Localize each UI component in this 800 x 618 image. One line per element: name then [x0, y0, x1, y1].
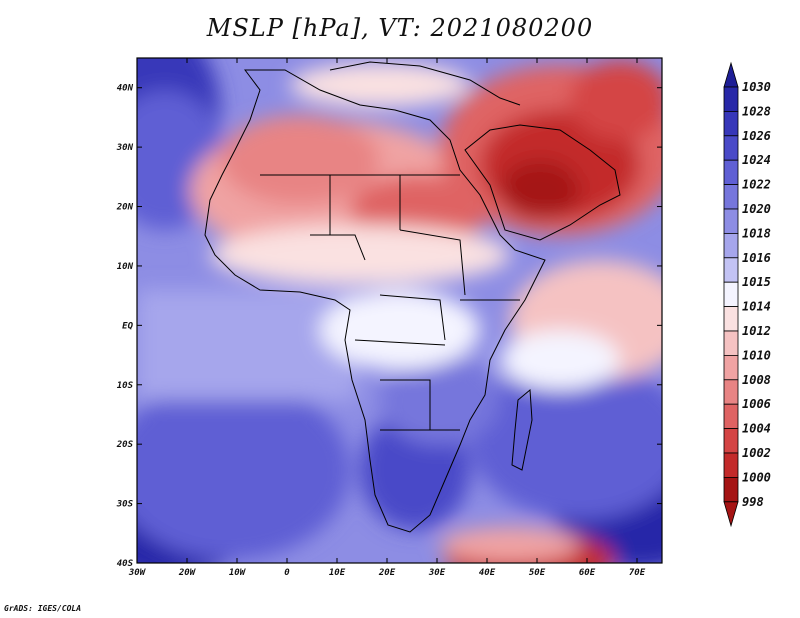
colorbar-label: 1008	[742, 373, 771, 387]
colorbar-swatch	[723, 354, 739, 381]
y-tick-label: EQ	[122, 321, 133, 331]
x-tick-label: 0	[284, 568, 290, 578]
x-tick-label: 30W	[128, 568, 147, 578]
colorbar-swatch	[723, 281, 739, 308]
x-tick-label: 10E	[329, 568, 346, 578]
colorbar-bottom-arrow	[723, 501, 739, 528]
colorbar-swatch	[723, 452, 739, 478]
y-tick-label: 40S	[117, 559, 134, 569]
colorbar-swatch	[723, 159, 739, 185]
colorbar-swatch	[723, 257, 739, 283]
y-tick-label: 10N	[117, 262, 134, 272]
colorbar-label: 1020	[742, 202, 771, 216]
y-tick-label: 40N	[117, 84, 134, 94]
x-tick-label: 10W	[229, 568, 247, 578]
x-tick-label: 20E	[378, 568, 396, 578]
x-tick-label: 50E	[529, 568, 546, 578]
colorbar-label: 1026	[742, 129, 771, 143]
colorbar-label: 1016	[742, 251, 771, 265]
colorbar-label: 1022	[742, 178, 771, 192]
colorbar-swatch	[723, 476, 739, 503]
colorbar-label: 1024	[742, 153, 771, 167]
plot-frame	[136, 57, 663, 564]
y-axis: 40N 30N 20N 10N EQ 10S 20S 30S 40S	[116, 84, 662, 569]
colorbar-swatch	[723, 135, 739, 161]
colorbar: 1030 1028 1026 1024 1022 1020 1018 1016 1015 1014…	[723, 61, 771, 528]
colorbar-label: 1002	[742, 446, 771, 460]
colorbar-label: 1000	[742, 470, 771, 484]
colorbar-swatch	[723, 208, 739, 234]
colorbar-label: 1028	[742, 104, 771, 118]
y-tick-label: 30N	[116, 143, 134, 153]
credit-label: GrADS: IGES/COLA	[4, 604, 82, 613]
colorbar-label: 1004	[742, 422, 771, 436]
colorbar-swatch	[723, 86, 739, 112]
colorbar-label: 1006	[742, 397, 771, 411]
colorbar-label: 1010	[742, 348, 771, 362]
colorbar-label: 1030	[742, 80, 771, 94]
colorbar-top-arrow	[723, 61, 739, 88]
colorbar-label: 998	[742, 495, 764, 509]
colorbar-label: 1012	[742, 324, 771, 338]
colorbar-swatch	[723, 306, 739, 332]
y-tick-label: 20S	[116, 440, 134, 450]
x-tick-label: 20W	[178, 568, 197, 578]
colorbar-swatch	[723, 184, 739, 210]
coastlines	[204, 61, 621, 533]
colorbar-label: 1014	[742, 300, 771, 314]
y-tick-label: 10S	[117, 381, 134, 391]
colorbar-label: 1018	[742, 226, 771, 240]
colorbar-label: 1015	[742, 275, 771, 289]
x-axis: 30W 20W 10W 0 10E 20E 30E 40E 50E 60E 70E	[128, 58, 646, 578]
y-tick-label: 30S	[116, 500, 134, 510]
colorbar-swatch	[723, 379, 739, 405]
colorbar-swatch	[723, 111, 739, 137]
colorbar-swatch	[723, 428, 739, 454]
x-tick-label: 30E	[428, 568, 446, 578]
y-tick-label: 20N	[116, 203, 134, 213]
colorbar-swatch	[723, 232, 739, 259]
pressure-field	[137, 58, 662, 563]
colorbar-swatch	[723, 330, 739, 356]
x-tick-label: 40E	[479, 568, 496, 578]
x-tick-label: 60E	[579, 568, 596, 578]
colorbar-swatch	[723, 403, 739, 430]
x-tick-label: 70E	[629, 568, 646, 578]
map-title: MSLP [hPa], VT: 2021080200	[206, 14, 594, 42]
